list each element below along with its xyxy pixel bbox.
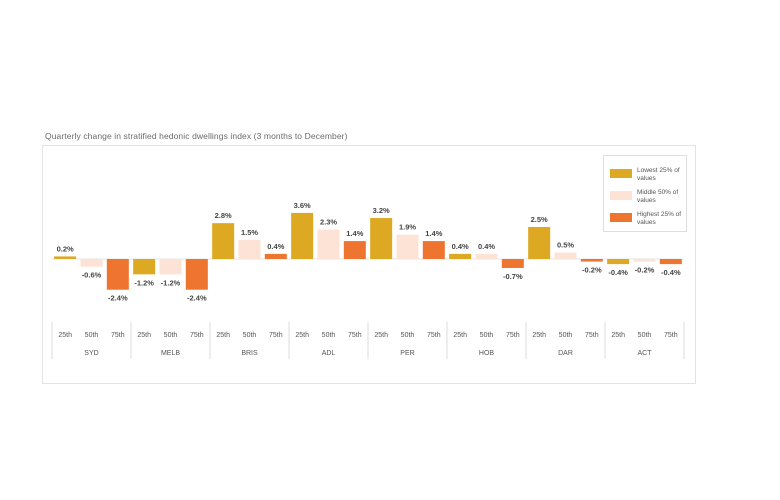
bar-per-25th	[370, 218, 393, 259]
data-label: -1.2%	[161, 278, 181, 287]
data-label: -0.2%	[635, 266, 655, 275]
data-label: -2.4%	[108, 294, 128, 303]
category-label: 25th	[216, 332, 230, 339]
data-label: -2.4%	[187, 294, 207, 303]
legend-swatch-lowest	[610, 169, 632, 178]
legend-label-highest: Highest 25% of values	[637, 211, 682, 226]
bar-chart: 0.2% 25th -0.6% 50th -2.4% 75th SYD -1.2% 25th -1…	[51, 201, 685, 359]
legend-swatch-highest	[610, 213, 632, 222]
category-label: 50th	[480, 332, 494, 339]
data-label: 1.4%	[346, 229, 363, 238]
category-label: 75th	[190, 332, 204, 339]
category-label: 75th	[664, 332, 678, 339]
bar-syd-50th	[80, 259, 103, 267]
data-label: 2.5%	[531, 215, 548, 224]
bar-melb-50th	[159, 259, 182, 275]
data-label: -0.4%	[608, 268, 628, 277]
data-label: -1.2%	[134, 278, 154, 287]
bar-act-25th	[607, 259, 630, 265]
legend-label-lowest: Lowest 25% of values	[637, 167, 680, 182]
city-label: ADL	[322, 350, 336, 357]
category-label: 75th	[111, 332, 125, 339]
data-label: 2.3%	[320, 218, 337, 227]
category-label: 75th	[269, 332, 283, 339]
city-label: ACT	[638, 350, 653, 357]
bar-per-50th	[396, 234, 419, 259]
category-label: 25th	[453, 332, 467, 339]
bar-bris-25th	[212, 223, 235, 259]
data-label: -0.2%	[582, 266, 602, 275]
data-label: 0.4%	[452, 242, 469, 251]
data-label: 2.8%	[215, 211, 232, 220]
data-label: 3.2%	[373, 206, 390, 215]
category-label: 75th	[506, 332, 520, 339]
chart-title: Quarterly change in stratified hedonic d…	[45, 131, 348, 141]
bar-dar-75th	[580, 259, 603, 262]
category-label: 50th	[322, 332, 336, 339]
category-label: 50th	[243, 332, 257, 339]
city-label: MELB	[161, 350, 180, 357]
city-label: BRIS	[241, 350, 258, 357]
category-label: 25th	[611, 332, 625, 339]
category-label: 75th	[427, 332, 441, 339]
data-label: -0.6%	[82, 271, 102, 280]
bar-adl-75th	[343, 241, 366, 259]
category-label: 75th	[348, 332, 362, 339]
legend-label-middle: Middle 50% of values	[637, 189, 679, 204]
category-label: 50th	[638, 332, 652, 339]
category-label: 25th	[58, 332, 72, 339]
chart-panel: 0.2% 25th -0.6% 50th -2.4% 75th SYD -1.2% 25th -1…	[42, 145, 696, 384]
bar-hob-25th	[449, 253, 472, 259]
category-label: 25th	[532, 332, 546, 339]
bar-dar-50th	[554, 252, 577, 259]
city-label: SYD	[84, 350, 98, 357]
bar-act-50th	[633, 259, 656, 262]
city-label: HOB	[479, 350, 495, 357]
category-label: 50th	[559, 332, 573, 339]
data-label: 0.5%	[557, 241, 574, 250]
bar-act-75th	[659, 259, 682, 265]
bar-hob-75th	[501, 259, 524, 268]
category-label: 25th	[295, 332, 309, 339]
data-label: 0.4%	[478, 242, 495, 251]
bar-hob-50th	[475, 253, 498, 259]
bar-adl-25th	[291, 212, 314, 259]
city-label: DAR	[558, 350, 573, 357]
bar-per-75th	[422, 241, 445, 259]
data-label: 0.2%	[57, 244, 74, 253]
data-label: 1.5%	[241, 228, 258, 237]
data-label: -0.4%	[661, 268, 681, 277]
category-label: 25th	[374, 332, 388, 339]
data-label: 1.9%	[399, 223, 416, 232]
category-label: 75th	[585, 332, 599, 339]
category-label: 50th	[85, 332, 99, 339]
legend: Lowest 25% of values Middle 50% of value…	[603, 155, 687, 232]
bar-syd-25th	[54, 256, 77, 259]
category-label: 25th	[137, 332, 151, 339]
city-label: PER	[400, 350, 414, 357]
category-label: 50th	[164, 332, 178, 339]
category-label: 50th	[401, 332, 415, 339]
data-label: -0.7%	[503, 272, 523, 281]
bar-adl-50th	[317, 229, 340, 259]
bar-melb-75th	[185, 259, 208, 290]
data-label: 1.4%	[425, 229, 442, 238]
data-label: 0.4%	[267, 242, 284, 251]
bar-bris-50th	[238, 239, 261, 259]
data-label: 3.6%	[294, 201, 311, 210]
bar-syd-75th	[106, 259, 129, 290]
bar-melb-25th	[133, 259, 156, 275]
legend-swatch-middle	[610, 191, 632, 200]
bar-dar-25th	[528, 227, 551, 259]
bar-bris-75th	[264, 253, 287, 259]
